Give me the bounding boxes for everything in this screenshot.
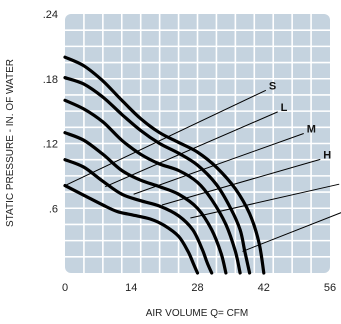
x-tick-label: 0 [62,282,68,294]
y-tick-label: .24 [43,9,58,21]
x-axis-label: AIR VOLUME Q= CFM [146,308,249,319]
curves [63,55,266,275]
curve-x [63,55,266,275]
leader-line-s [64,89,267,187]
curve-label-m: M [307,123,316,135]
curve-label-h: H [323,149,331,161]
y-axis-label: STATIC PRESSURE - IN. OF WATER [5,59,16,227]
x-tick-label: 42 [258,282,270,294]
leader-line-x [242,212,341,252]
curve-e [63,76,252,275]
curve-m [63,131,228,275]
curve-h [63,98,242,275]
curve-label-s: S [269,80,276,92]
curve-labels: SLMHEX [269,80,331,161]
y-tick-label: .12 [43,139,58,151]
y-tick-label: .6 [49,203,58,215]
leader-line-h [161,158,321,206]
label-leaders [64,89,341,252]
x-tick-labels: 0 14 28 42 56 [62,282,336,294]
leader-line-e [190,183,340,219]
x-tick-label: 14 [125,282,137,294]
x-tick-label: 28 [191,282,203,294]
leader-line-m [133,132,304,195]
y-tick-labels: .6 .12 .18 .24 [43,9,58,215]
curve-l [63,158,214,275]
curve-label-l: L [281,102,288,114]
x-tick-label: 56 [324,282,336,294]
curve-s [63,184,200,275]
leader-line-l [105,111,278,188]
y-tick-label: .18 [43,74,58,86]
